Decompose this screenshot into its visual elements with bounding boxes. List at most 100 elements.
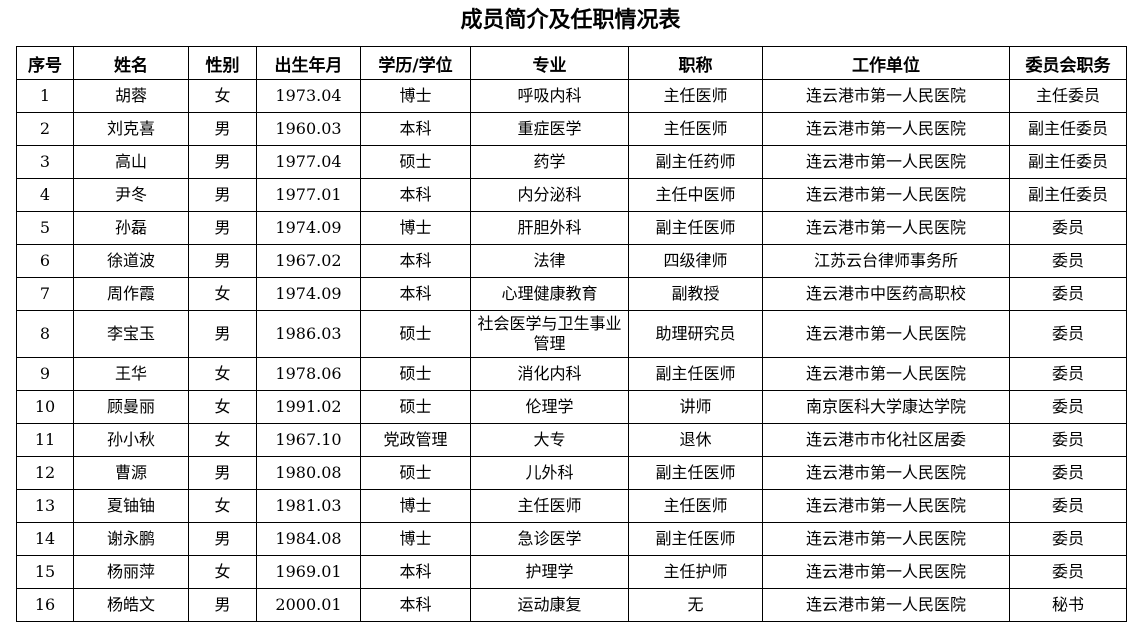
- cell-role: 秘书: [1009, 588, 1127, 622]
- table-row: 7 周作霞女 1974.09 本科 心理健康教育 副教授 连云港市中医药高职校 委员: [16, 277, 1127, 311]
- cell-workplace: 连云港市第一人民医院: [762, 522, 1010, 556]
- cell-major: 儿外科: [470, 456, 629, 490]
- cell-title: 四级律师: [628, 244, 763, 278]
- cell-index: 6: [16, 244, 74, 278]
- header-name: 姓名: [73, 46, 189, 80]
- cell-role: 委员: [1009, 522, 1127, 556]
- cell-role: 委员: [1009, 277, 1127, 311]
- cell-major: 急诊医学: [470, 522, 629, 556]
- cell-title: 无: [628, 588, 763, 622]
- cell-name: 曹源: [73, 456, 189, 490]
- cell-title: 主任医师: [628, 112, 763, 146]
- cell-title: 主任中医师: [628, 178, 763, 212]
- cell-title: 主任医师: [628, 79, 763, 113]
- cell-education: 本科: [360, 277, 471, 311]
- cell-workplace: 连云港市第一人民医院: [762, 178, 1010, 212]
- table-row: 1 胡蓉女 1973.04 博士 呼吸内科 主任医师 连云港市第一人民医院 主任委员: [16, 79, 1127, 113]
- cell-birth: 1981.03: [256, 489, 361, 523]
- cell-workplace: 连云港市第一人民医院: [762, 145, 1010, 179]
- cell-title: 主任医师: [628, 489, 763, 523]
- cell-workplace: 江苏云台律师事务所: [762, 244, 1010, 278]
- cell-role: 委员: [1009, 489, 1127, 523]
- cell-birth: 1974.09: [256, 277, 361, 311]
- cell-education: 本科: [360, 555, 471, 589]
- cell-index: 4: [16, 178, 74, 212]
- header-birth: 出生年月: [256, 46, 361, 80]
- cell-index: 10: [16, 390, 74, 424]
- table-row: 10 顾曼丽女 1991.02 硕士 伦理学 讲师 南京医科大学康达学院 委员: [16, 390, 1127, 424]
- cell-name: 杨丽萍: [73, 555, 189, 589]
- cell-major: 内分泌科: [470, 178, 629, 212]
- cell-major: 肝胆外科: [470, 211, 629, 245]
- cell-name: 胡蓉: [73, 79, 189, 113]
- table-body: 1 胡蓉女 1973.04 博士 呼吸内科 主任医师 连云港市第一人民医院 主任委员 2 刘克喜男…: [16, 79, 1127, 622]
- cell-name: 李宝玉: [73, 310, 189, 358]
- table-row: 15 杨丽萍女 1969.01 本科 护理学 主任护师 连云港市第一人民医院 委员: [16, 555, 1127, 589]
- cell-gender: 女: [188, 79, 257, 113]
- cell-birth: 2000.01: [256, 588, 361, 622]
- cell-role: 委员: [1009, 423, 1127, 457]
- table-row: 9 王华女 1978.06 硕士 消化内科 副主任医师 连云港市第一人民医院 委员: [16, 357, 1127, 391]
- cell-index: 5: [16, 211, 74, 245]
- cell-name: 王华: [73, 357, 189, 391]
- cell-title: 副教授: [628, 277, 763, 311]
- cell-major: 社会医学与卫生事业管理: [470, 310, 629, 358]
- cell-workplace: 连云港市第一人民医院: [762, 489, 1010, 523]
- table-row: 12 曹源男 1980.08 硕士 儿外科 副主任医师 连云港市第一人民医院 委员: [16, 456, 1127, 490]
- header-major: 专业: [470, 46, 629, 80]
- table-row: 4 尹冬男 1977.01 本科 内分泌科 主任中医师 连云港市第一人民医院 副主任委员: [16, 178, 1127, 212]
- header-title: 职称: [628, 46, 763, 80]
- cell-major: 主任医师: [470, 489, 629, 523]
- cell-title: 副主任医师: [628, 357, 763, 391]
- page-title: 成员简介及任职情况表: [460, 8, 681, 33]
- cell-index: 11: [16, 423, 74, 457]
- cell-workplace: 连云港市第一人民医院: [762, 112, 1010, 146]
- cell-role: 委员: [1009, 244, 1127, 278]
- cell-major: 呼吸内科: [470, 79, 629, 113]
- cell-gender: 男: [188, 522, 257, 556]
- cell-name: 徐道波: [73, 244, 189, 278]
- cell-gender: 男: [188, 178, 257, 212]
- cell-workplace: 连云港市第一人民医院: [762, 310, 1010, 358]
- cell-gender: 男: [188, 145, 257, 179]
- cell-education: 硕士: [360, 357, 471, 391]
- cell-gender: 男: [188, 244, 257, 278]
- cell-gender: 女: [188, 390, 257, 424]
- cell-education: 硕士: [360, 145, 471, 179]
- cell-major: 消化内科: [470, 357, 629, 391]
- cell-index: 16: [16, 588, 74, 622]
- table-row: 5 孙磊男 1974.09 博士 肝胆外科 副主任医师 连云港市第一人民医院 委员: [16, 211, 1127, 245]
- cell-gender: 男: [188, 112, 257, 146]
- cell-title: 主任护师: [628, 555, 763, 589]
- cell-role: 委员: [1009, 310, 1127, 358]
- cell-education: 硕士: [360, 390, 471, 424]
- cell-education: 博士: [360, 489, 471, 523]
- cell-major: 重症医学: [470, 112, 629, 146]
- cell-major: 大专: [470, 423, 629, 457]
- cell-name: 孙小秋: [73, 423, 189, 457]
- cell-workplace: 连云港市第一人民医院: [762, 357, 1010, 391]
- table-row: 3 高山男 1977.04 硕士 药学 副主任药师 连云港市第一人民医院 副主任委员: [16, 145, 1127, 179]
- cell-role: 委员: [1009, 555, 1127, 589]
- cell-workplace: 连云港市第一人民医院: [762, 555, 1010, 589]
- cell-workplace: 连云港市第一人民医院: [762, 456, 1010, 490]
- cell-title: 副主任医师: [628, 522, 763, 556]
- header-workplace: 工作单位: [762, 46, 1010, 80]
- cell-title: 助理研究员: [628, 310, 763, 358]
- cell-birth: 1967.02: [256, 244, 361, 278]
- cell-title: 副主任药师: [628, 145, 763, 179]
- cell-role: 委员: [1009, 211, 1127, 245]
- cell-role: 副主任委员: [1009, 178, 1127, 212]
- cell-name: 夏铀铀: [73, 489, 189, 523]
- cell-major: 伦理学: [470, 390, 629, 424]
- members-table: 序号 姓名 性别 出生年月 学历/学位 专业 职称 工作单位 委员会职务 1 胡蓉女 1973.04…: [16, 46, 1127, 622]
- cell-name: 顾曼丽: [73, 390, 189, 424]
- table-row: 11 孙小秋女 1967.10 党政管理 大专 退休 连云港市市化社区居委 委员: [16, 423, 1127, 457]
- cell-major: 运动康复: [470, 588, 629, 622]
- cell-role: 主任委员: [1009, 79, 1127, 113]
- cell-birth: 1991.02: [256, 390, 361, 424]
- cell-name: 谢永鹏: [73, 522, 189, 556]
- cell-index: 8: [16, 310, 74, 358]
- cell-education: 本科: [360, 588, 471, 622]
- cell-gender: 女: [188, 423, 257, 457]
